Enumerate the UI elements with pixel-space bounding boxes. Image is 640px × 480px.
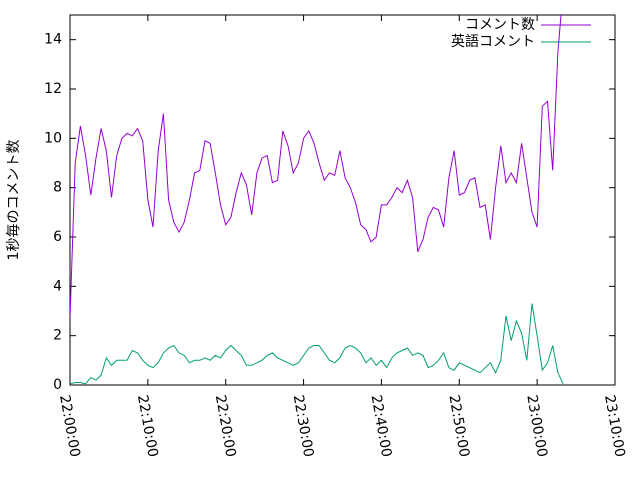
y-tick-label: 0: [53, 377, 62, 393]
y-tick-label: 12: [44, 81, 62, 97]
x-tick-label: 22:20:00: [212, 394, 239, 459]
y-tick-label: 10: [44, 130, 62, 146]
x-tick-label: 23:10:00: [601, 394, 628, 459]
plot-area: [70, 15, 564, 385]
x-tick-label: 23:00:00: [523, 394, 550, 459]
x-tick-label: 22:30:00: [290, 394, 317, 459]
y-axis-label: 1秒毎のコメント数: [6, 140, 22, 261]
x-tick-label: 22:10:00: [134, 394, 161, 459]
legend-label: コメント数: [465, 17, 535, 33]
y-tick-label: 8: [53, 180, 62, 196]
plot-border: [69, 14, 616, 386]
series-line: [70, 15, 562, 319]
x-tick-label: 22:50:00: [445, 394, 472, 459]
legend-label: 英語コメント: [451, 33, 535, 50]
y-tick-label: 6: [53, 229, 62, 245]
x-tick-label: 22:40:00: [368, 394, 395, 459]
y-tick-label: 4: [53, 278, 62, 294]
y-tick-label: 2: [53, 328, 62, 344]
series-line: [70, 303, 564, 385]
y-tick-label: 14: [44, 32, 62, 48]
x-tick-label: 22:00:00: [56, 394, 83, 459]
